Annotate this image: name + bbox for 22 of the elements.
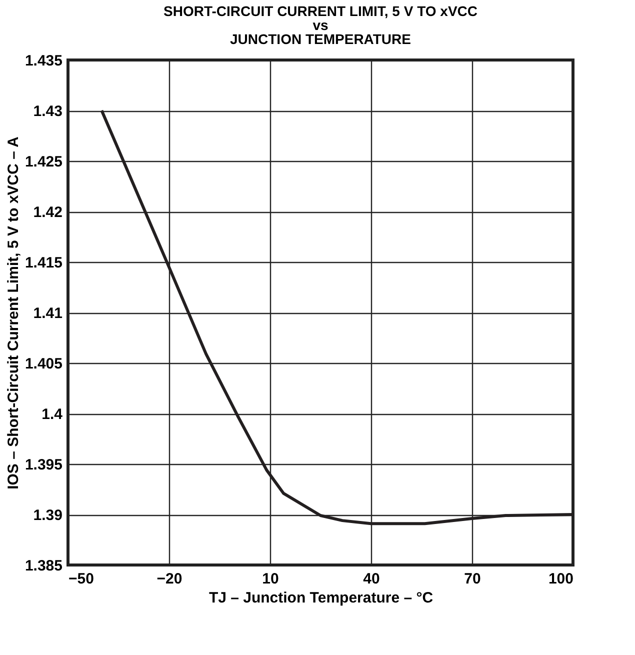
y-tick-label: 1.405 xyxy=(24,356,62,372)
text: vs xyxy=(312,17,328,33)
y-tick-label: 1.415 xyxy=(24,254,62,272)
y-tick-label: 1.43 xyxy=(33,103,62,120)
x-tick-label: −20 xyxy=(156,570,182,588)
x-tick-label: 70 xyxy=(464,570,481,588)
x-axis-title: TJ – Junction Temperature – °C xyxy=(208,590,434,606)
y-axis-title: IOS – Short-Circuit Current Limit, 5 V to xVCC – A xyxy=(4,136,22,490)
x-tick-label: 100 xyxy=(548,570,574,588)
text: SHORT-CIRCUIT CURRENT LIMIT, 5 V TO xVCC xyxy=(164,3,478,19)
y-tick-label: 1.435 xyxy=(24,52,62,70)
x-tick-label: 40 xyxy=(363,570,380,588)
y-tick-label: 1.385 xyxy=(24,558,62,574)
y-tick-label: 1.42 xyxy=(33,204,62,221)
y-tick-label: 1.41 xyxy=(33,305,62,322)
y-tick-label: 1.39 xyxy=(33,507,62,524)
x-tick-label: −50 xyxy=(68,570,94,588)
y-tick-label: 1.395 xyxy=(24,456,62,474)
y-tick-label: 1.425 xyxy=(24,154,62,170)
text: JUNCTION TEMPERATURE xyxy=(230,31,411,47)
y-tick-label: 1.4 xyxy=(42,406,64,423)
x-tick-label: 10 xyxy=(262,570,279,588)
